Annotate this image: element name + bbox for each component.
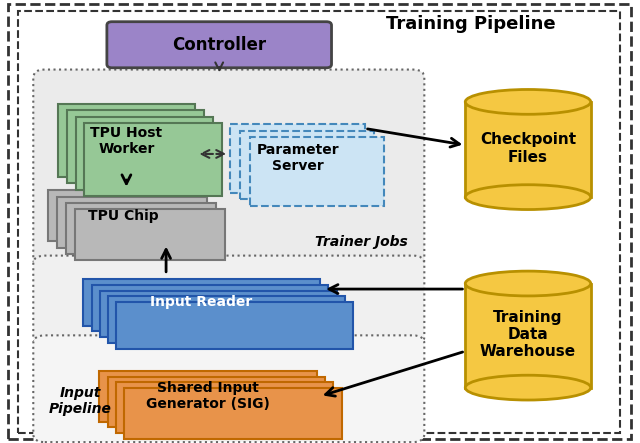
Polygon shape [465,102,591,197]
Text: Controller: Controller [172,36,266,54]
FancyBboxPatch shape [67,110,204,183]
FancyBboxPatch shape [76,117,213,190]
Text: Parameter
Server: Parameter Server [256,143,339,174]
FancyBboxPatch shape [107,22,332,68]
Text: Input Reader: Input Reader [150,295,253,309]
Text: Trainer Jobs: Trainer Jobs [316,235,408,249]
Ellipse shape [465,89,591,114]
FancyBboxPatch shape [66,203,216,254]
FancyBboxPatch shape [230,124,365,193]
FancyBboxPatch shape [83,279,320,326]
Text: TPU Chip: TPU Chip [88,209,159,223]
FancyBboxPatch shape [33,335,424,442]
Ellipse shape [465,375,591,400]
Text: Shared Input
Generator (SIG): Shared Input Generator (SIG) [146,381,270,412]
Ellipse shape [465,271,591,296]
Text: Checkpoint
Files: Checkpoint Files [480,132,576,165]
FancyBboxPatch shape [8,4,631,439]
FancyBboxPatch shape [33,70,424,267]
FancyBboxPatch shape [108,296,345,343]
Text: Training Pipeline: Training Pipeline [385,16,556,33]
FancyBboxPatch shape [48,190,198,241]
Text: Training
Data
Warehouse: Training Data Warehouse [480,310,576,359]
Ellipse shape [465,185,591,210]
FancyBboxPatch shape [116,302,353,349]
FancyBboxPatch shape [250,137,384,206]
FancyBboxPatch shape [92,285,328,331]
Text: Input
Pipeline: Input Pipeline [49,386,111,416]
FancyBboxPatch shape [100,291,337,337]
FancyBboxPatch shape [18,11,620,433]
FancyBboxPatch shape [58,104,195,177]
FancyBboxPatch shape [84,123,222,196]
Text: TPU Host
Worker: TPU Host Worker [90,125,163,156]
Polygon shape [465,284,591,388]
FancyBboxPatch shape [99,371,317,422]
FancyBboxPatch shape [124,388,342,439]
FancyBboxPatch shape [57,197,207,248]
FancyBboxPatch shape [240,131,374,199]
FancyBboxPatch shape [116,382,333,433]
FancyBboxPatch shape [75,209,225,260]
FancyBboxPatch shape [33,256,424,345]
FancyBboxPatch shape [108,377,325,427]
